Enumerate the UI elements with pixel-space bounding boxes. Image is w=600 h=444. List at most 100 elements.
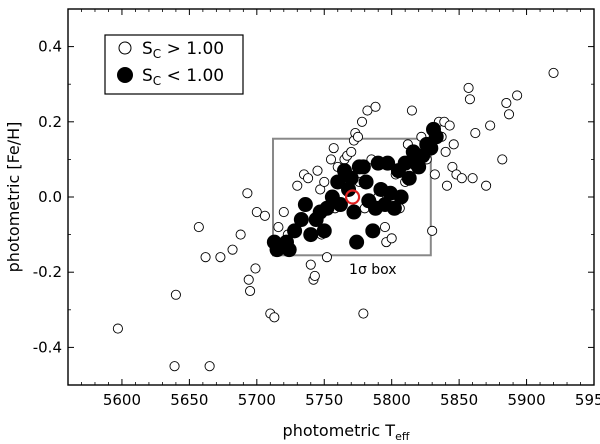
open-point xyxy=(325,154,337,165)
series-open-points xyxy=(112,67,559,372)
open-point xyxy=(470,128,481,139)
legend-filled-label: SC < 1.00 xyxy=(142,66,224,88)
legend-open-name: S xyxy=(142,39,153,59)
filled-point xyxy=(319,200,335,216)
legend-open-marker xyxy=(118,41,132,55)
filled-point xyxy=(343,170,359,186)
legend-filled-marker xyxy=(117,67,133,83)
x-tick-label: 5600 xyxy=(103,391,141,409)
open-point xyxy=(485,120,496,131)
open-point xyxy=(456,173,467,184)
open-point xyxy=(467,173,478,184)
x-tick-label: 5900 xyxy=(507,391,545,409)
open-point xyxy=(406,105,417,116)
x-axis-title-main: photometric T xyxy=(283,421,396,440)
open-point xyxy=(497,154,508,165)
open-point xyxy=(227,244,238,255)
x-tick-label: 5650 xyxy=(170,391,208,409)
filled-point xyxy=(397,155,413,171)
y-tick-label: -0.2 xyxy=(33,263,62,281)
open-point xyxy=(370,101,381,112)
open-point xyxy=(441,180,453,191)
x-axis-title: photometric Teff xyxy=(283,421,410,443)
open-point xyxy=(251,206,262,218)
open-point xyxy=(235,229,246,240)
x-tick-label: 5700 xyxy=(238,391,276,409)
legend-open-rest: > 1.00 xyxy=(161,39,224,59)
open-point xyxy=(427,225,438,236)
legend-open-sub: C xyxy=(153,47,161,61)
filled-point xyxy=(346,204,362,220)
filled-point xyxy=(341,181,357,197)
open-point xyxy=(170,289,181,300)
open-point xyxy=(386,233,397,244)
legend: SC > 1.00 SC < 1.00 xyxy=(104,34,244,95)
filled-point xyxy=(358,174,374,190)
open-point xyxy=(321,252,333,263)
filled-point xyxy=(281,242,297,258)
open-point xyxy=(328,143,339,154)
filled-point xyxy=(423,140,439,156)
open-point xyxy=(243,274,254,285)
filled-point xyxy=(297,197,313,213)
open-point xyxy=(448,139,459,150)
legend-filled-rest: < 1.00 xyxy=(161,66,224,86)
y-tick-label: 0.2 xyxy=(38,113,62,131)
y-tick-label: 0.4 xyxy=(38,38,62,56)
x-tick-label: 5800 xyxy=(373,391,411,409)
filled-point xyxy=(287,223,303,239)
open-point xyxy=(204,361,215,372)
open-point xyxy=(309,270,320,282)
open-point xyxy=(319,176,330,188)
open-point xyxy=(112,323,123,334)
series-filled-points xyxy=(266,121,444,258)
open-point xyxy=(215,252,226,263)
open-point xyxy=(245,285,256,297)
filled-point xyxy=(428,129,444,145)
open-point xyxy=(352,131,364,142)
open-point xyxy=(464,94,475,105)
open-point xyxy=(429,169,440,180)
legend-open-label: SC > 1.00 xyxy=(142,39,224,61)
open-point xyxy=(250,263,261,274)
open-point xyxy=(200,252,211,263)
y-tick-labels: 0.4 0.2 0.0 -0.2 -0.4 xyxy=(33,38,62,357)
filled-point xyxy=(293,212,309,228)
open-point xyxy=(481,180,492,191)
filled-point xyxy=(380,155,396,171)
filled-point xyxy=(349,234,365,250)
filled-point xyxy=(332,197,348,213)
filled-point xyxy=(411,159,427,175)
filled-point xyxy=(303,227,319,243)
open-point xyxy=(440,146,451,157)
open-point xyxy=(501,97,512,109)
open-point xyxy=(242,188,253,199)
x-tick-label: 5850 xyxy=(440,391,478,409)
open-point xyxy=(273,222,284,233)
open-point xyxy=(346,146,357,157)
y-tick-label: -0.4 xyxy=(33,338,62,356)
legend-filled-sub: C xyxy=(153,74,161,88)
y-tick-label: 0.0 xyxy=(38,188,62,206)
open-point xyxy=(503,109,515,120)
open-point xyxy=(356,116,368,127)
x-axis-title-sub: eff xyxy=(395,430,410,443)
open-point xyxy=(269,312,280,323)
open-point xyxy=(444,120,455,131)
y-axis-title: photometric [Fe/H] xyxy=(4,122,23,273)
open-point xyxy=(278,206,289,218)
filled-point xyxy=(401,170,417,186)
open-point xyxy=(259,210,270,221)
open-point xyxy=(292,180,303,191)
open-point xyxy=(358,308,369,319)
filled-point xyxy=(365,223,381,239)
open-point xyxy=(312,165,323,176)
open-point xyxy=(193,222,204,233)
open-point xyxy=(548,67,559,78)
open-point xyxy=(303,173,314,184)
open-point xyxy=(463,82,474,94)
filled-point xyxy=(355,159,371,175)
